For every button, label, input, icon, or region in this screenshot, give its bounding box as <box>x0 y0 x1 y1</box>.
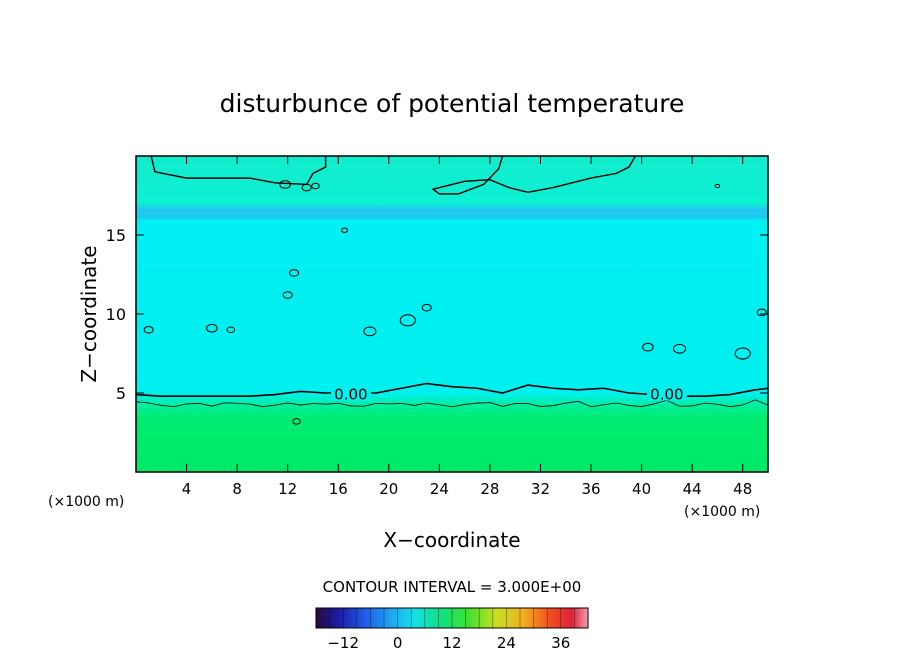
contour-interval-text: CONTOUR INTERVAL = 3.000E+00 <box>323 578 582 596</box>
contour-blob <box>734 347 751 360</box>
x-unit-right: (×1000 m) <box>684 504 760 520</box>
colorbar-frame <box>315 607 589 629</box>
contour-blob <box>311 182 320 190</box>
upper-contour <box>150 155 327 186</box>
contour-blob <box>363 326 377 337</box>
contour-blob <box>301 183 312 192</box>
colorbar-tick-label: 12 <box>442 634 461 652</box>
contour-blob <box>292 418 301 425</box>
x-axis-label: X−coordinate <box>383 528 520 552</box>
colorbar-tick-label: −12 <box>327 634 359 652</box>
colorbar-tick-label: 36 <box>551 634 570 652</box>
x-tick-label: 40 <box>632 480 651 498</box>
contour-label-bg <box>330 386 371 401</box>
field-fill <box>136 156 768 472</box>
contour-blob <box>399 314 416 327</box>
contour-blob <box>226 326 236 334</box>
contour-blob <box>421 303 432 312</box>
y-axis-label: Z−coordinate <box>77 245 101 382</box>
colorbar-tick-label: 0 <box>393 634 403 652</box>
x-tick-label: 4 <box>182 480 192 498</box>
x-tick-label: 12 <box>278 480 297 498</box>
contour-blob <box>279 180 291 189</box>
contour-blob <box>642 342 654 352</box>
x-tick-label: 16 <box>329 480 348 498</box>
contour-label: 0.00 <box>650 386 683 404</box>
x-tick-label: 20 <box>379 480 398 498</box>
contour-label: 0.00 <box>334 386 367 404</box>
contour-blob <box>714 183 721 189</box>
contour-blob <box>756 308 767 317</box>
y-tick-label: 5 <box>116 384 126 403</box>
x-tick-label: 8 <box>232 480 242 498</box>
x-tick-label: 32 <box>531 480 550 498</box>
x-tick-label: 24 <box>430 480 449 498</box>
y-tick-label: 15 <box>106 226 126 245</box>
contour-blob <box>282 291 293 299</box>
upper-contour <box>431 155 636 195</box>
contour-blob <box>341 227 349 233</box>
y-tick-label: 10 <box>106 305 126 324</box>
colorbar-tick-label: 24 <box>497 634 516 652</box>
contour-blob <box>672 343 687 354</box>
x-tick-label: 48 <box>733 480 752 498</box>
contour-blob <box>143 325 154 334</box>
x-tick-label: 28 <box>480 480 499 498</box>
colorbar: −12 0 12 24 36 <box>315 607 589 652</box>
contour-blob <box>288 269 300 277</box>
chart-title: disturbunce of potential temperature <box>220 89 685 118</box>
x-tick-label: 36 <box>581 480 600 498</box>
x-unit-left: (×1000 m) <box>48 494 124 510</box>
contour-blob <box>206 323 218 333</box>
field-band <box>136 209 768 220</box>
contour-label-bg <box>646 386 687 401</box>
x-tick-label: 44 <box>683 480 702 498</box>
thin-contour <box>135 399 769 408</box>
